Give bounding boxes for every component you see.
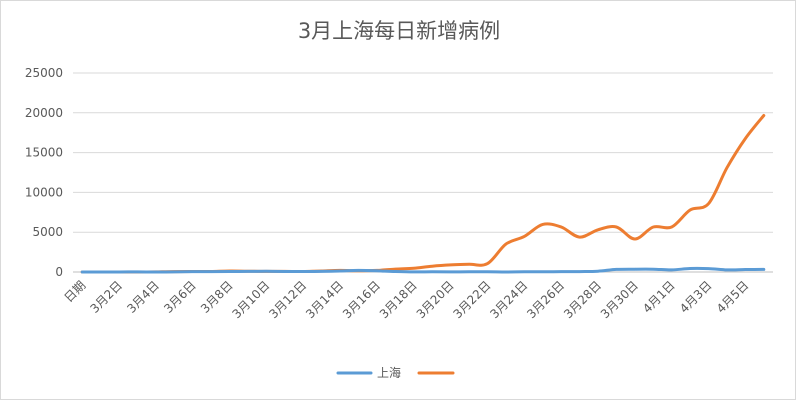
y-tick-label: 15000 (25, 146, 63, 160)
x-tick-label: 3月14日 (303, 278, 346, 321)
x-tick-label: 3月18日 (377, 278, 420, 321)
y-tick-label: 20000 (25, 106, 63, 120)
x-tick-label: 3月2日 (87, 278, 125, 316)
x-tick-label: 3月20日 (414, 278, 457, 321)
x-tick-label: 3月30日 (598, 278, 641, 321)
x-tick-label: 3月4日 (124, 278, 162, 316)
x-tick-label: 3月6日 (161, 278, 199, 316)
y-tick-label: 0 (55, 265, 63, 279)
x-tick-label: 4月3日 (677, 278, 715, 316)
x-tick-label: 3月10日 (229, 278, 272, 321)
x-tick-label: 日期 (61, 278, 88, 305)
x-tick-label: 4月1日 (640, 278, 678, 316)
x-tick-label: 3月12日 (266, 278, 309, 321)
legend-label-0: 上海 (377, 365, 401, 380)
y-axis-ticks: 0 5000 10000 15000 20000 25000 (25, 66, 63, 279)
chart-title: 3月上海每日新增病例 (297, 19, 501, 43)
gridlines (73, 72, 773, 273)
legend: 上海 (336, 365, 455, 380)
series-line-0 (80, 266, 766, 274)
x-tick-label: 3月22日 (451, 278, 494, 321)
y-tick-label: 25000 (25, 66, 63, 80)
y-tick-label: 10000 (25, 185, 63, 199)
x-axis-ticks: 日期 3月2日 3月4日 3月6日 3月8日3月10日3月12日3月14日3月16日3月… (61, 278, 751, 321)
x-tick-label: 3月26日 (524, 278, 567, 321)
x-tick-label: 3月24日 (487, 278, 530, 321)
series-line-1 (80, 114, 766, 274)
x-tick-label: 4月5日 (714, 278, 752, 316)
series-lines (80, 114, 766, 274)
x-tick-label: 3月28日 (561, 278, 604, 321)
x-tick-label: 3月16日 (340, 278, 383, 321)
y-tick-label: 5000 (32, 225, 63, 239)
